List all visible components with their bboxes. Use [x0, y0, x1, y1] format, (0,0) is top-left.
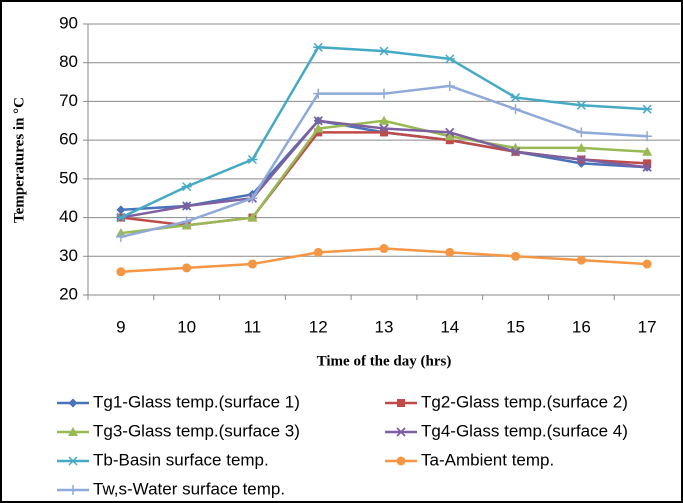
marker [642, 104, 653, 114]
marker [511, 251, 521, 261]
x-tick-label: 16 [572, 317, 591, 336]
marker [643, 159, 652, 168]
marker [313, 247, 323, 257]
marker [445, 127, 455, 138]
marker [115, 213, 126, 223]
marker [115, 231, 126, 242]
legend-label: Tw,s-Water surface temp. [93, 479, 285, 498]
y-axis-title: Temperatures in °C [11, 97, 27, 223]
marker [313, 123, 324, 133]
legend-label: Tg3-Glass temp.(surface 3) [93, 421, 300, 440]
marker [313, 42, 324, 52]
marker [510, 93, 521, 103]
x-tick-label: 15 [506, 317, 525, 336]
marker [576, 142, 587, 152]
marker [642, 131, 653, 142]
marker [247, 154, 258, 165]
marker [379, 88, 389, 99]
marker [182, 263, 192, 273]
legend-label: Tg4-Glass temp.(surface 4) [421, 421, 628, 440]
x-tick-label: 13 [375, 317, 394, 336]
x-tick-label: 9 [116, 317, 125, 336]
marker [379, 123, 389, 134]
marker [313, 116, 323, 126]
marker [182, 201, 192, 211]
legend-label: Ta-Ambient temp. [421, 450, 554, 469]
x-axis-title: Time of the day (hrs) [317, 353, 452, 369]
marker [396, 456, 406, 466]
marker [576, 100, 587, 110]
marker [116, 205, 126, 215]
x-tick-label: 10 [177, 317, 196, 336]
marker [379, 244, 389, 254]
marker [642, 162, 652, 172]
marker [576, 255, 586, 265]
marker [116, 267, 126, 277]
marker [397, 399, 405, 407]
marker [396, 427, 406, 437]
marker [444, 80, 455, 91]
legend-label: Tb-Basin surface temp. [93, 450, 269, 469]
marker [576, 154, 586, 165]
marker [510, 147, 521, 157]
marker [247, 193, 258, 204]
marker [181, 216, 192, 227]
marker [445, 247, 455, 257]
marker [379, 46, 389, 56]
marker [379, 115, 389, 125]
marker [68, 456, 78, 466]
marker [313, 88, 324, 99]
marker [642, 259, 652, 269]
marker [247, 259, 257, 269]
y-tick-label: 40 [59, 207, 78, 226]
y-tick-label: 70 [59, 91, 78, 110]
y-tick-label: 60 [59, 130, 78, 149]
x-tick-label: 12 [309, 317, 328, 336]
x-tick-label: 11 [244, 317, 262, 336]
marker [444, 54, 455, 64]
legend-label: Tg1-Glass temp.(surface 1) [93, 392, 300, 411]
x-tick-label: 17 [638, 317, 657, 336]
marker [510, 104, 521, 115]
x-tick-label: 14 [440, 317, 459, 336]
marker [642, 146, 653, 156]
marker [444, 131, 455, 141]
marker [247, 212, 258, 222]
legend-label: Tg2-Glass temp.(surface 2) [421, 392, 628, 411]
y-tick-label: 80 [59, 52, 78, 71]
marker [68, 427, 78, 436]
marker [68, 398, 78, 408]
marker [68, 485, 78, 495]
marker [380, 128, 388, 137]
y-tick-label: 50 [59, 168, 78, 187]
y-tick-label: 90 [59, 13, 78, 32]
y-tick-label: 30 [59, 246, 78, 265]
marker [576, 127, 587, 138]
marker [181, 182, 192, 192]
y-tick-label: 20 [59, 284, 78, 303]
